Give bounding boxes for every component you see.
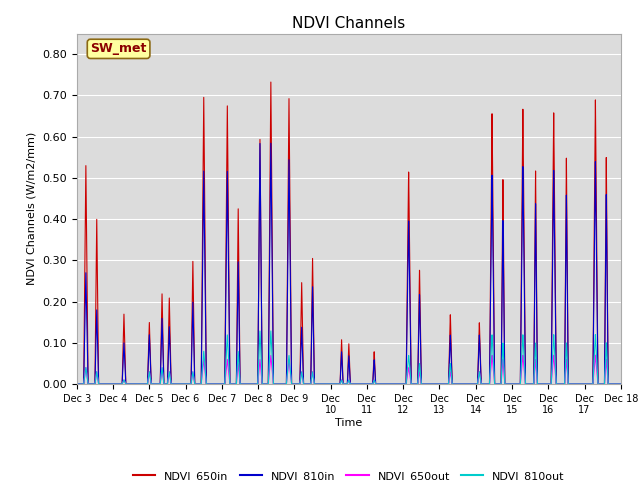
NDVI_810out xyxy=(617,381,625,387)
NDVI_650in xyxy=(73,381,81,387)
NDVI_650in xyxy=(267,79,275,85)
Y-axis label: NDVI Channels (W/m2/mm): NDVI Channels (W/m2/mm) xyxy=(27,132,36,286)
NDVI_810in xyxy=(189,312,197,318)
Legend: NDVI_650in, NDVI_810in, NDVI_650out, NDVI_810out: NDVI_650in, NDVI_810in, NDVI_650out, NDV… xyxy=(129,467,569,480)
NDVI_650out xyxy=(615,381,623,387)
NDVI_650in xyxy=(276,381,284,387)
NDVI_650out xyxy=(189,371,197,377)
NDVI_810out xyxy=(501,381,509,387)
NDVI_810out xyxy=(615,381,623,387)
NDVI_650in xyxy=(189,278,197,284)
NDVI_650out xyxy=(591,352,599,358)
NDVI_810in xyxy=(617,381,625,387)
Line: NDVI_650out: NDVI_650out xyxy=(77,355,621,384)
NDVI_650in xyxy=(501,381,509,387)
NDVI_650in xyxy=(617,381,625,387)
X-axis label: Time: Time xyxy=(335,418,362,428)
Line: NDVI_810in: NDVI_810in xyxy=(77,143,621,384)
NDVI_650out xyxy=(617,381,625,387)
NDVI_810out xyxy=(267,328,275,334)
NDVI_810out xyxy=(184,381,191,387)
NDVI_650in xyxy=(424,381,431,387)
NDVI_810out xyxy=(424,381,431,387)
Text: SW_met: SW_met xyxy=(90,42,147,55)
Title: NDVI Channels: NDVI Channels xyxy=(292,16,405,31)
NDVI_650out xyxy=(501,381,509,387)
NDVI_810in xyxy=(501,381,509,387)
NDVI_810in xyxy=(73,381,81,387)
NDVI_650in xyxy=(184,381,191,387)
NDVI_650out xyxy=(73,381,81,387)
NDVI_810in xyxy=(424,381,431,387)
NDVI_810out xyxy=(189,371,197,377)
NDVI_810out xyxy=(73,381,81,387)
NDVI_650out xyxy=(184,381,191,387)
NDVI_810in xyxy=(184,381,191,387)
Line: NDVI_650in: NDVI_650in xyxy=(77,82,621,384)
NDVI_650out xyxy=(276,381,284,387)
NDVI_810in xyxy=(267,140,275,146)
NDVI_810in xyxy=(615,381,623,387)
NDVI_650out xyxy=(424,381,431,387)
NDVI_810in xyxy=(276,381,284,387)
NDVI_650in xyxy=(615,381,623,387)
Line: NDVI_810out: NDVI_810out xyxy=(77,331,621,384)
NDVI_810out xyxy=(276,381,284,387)
